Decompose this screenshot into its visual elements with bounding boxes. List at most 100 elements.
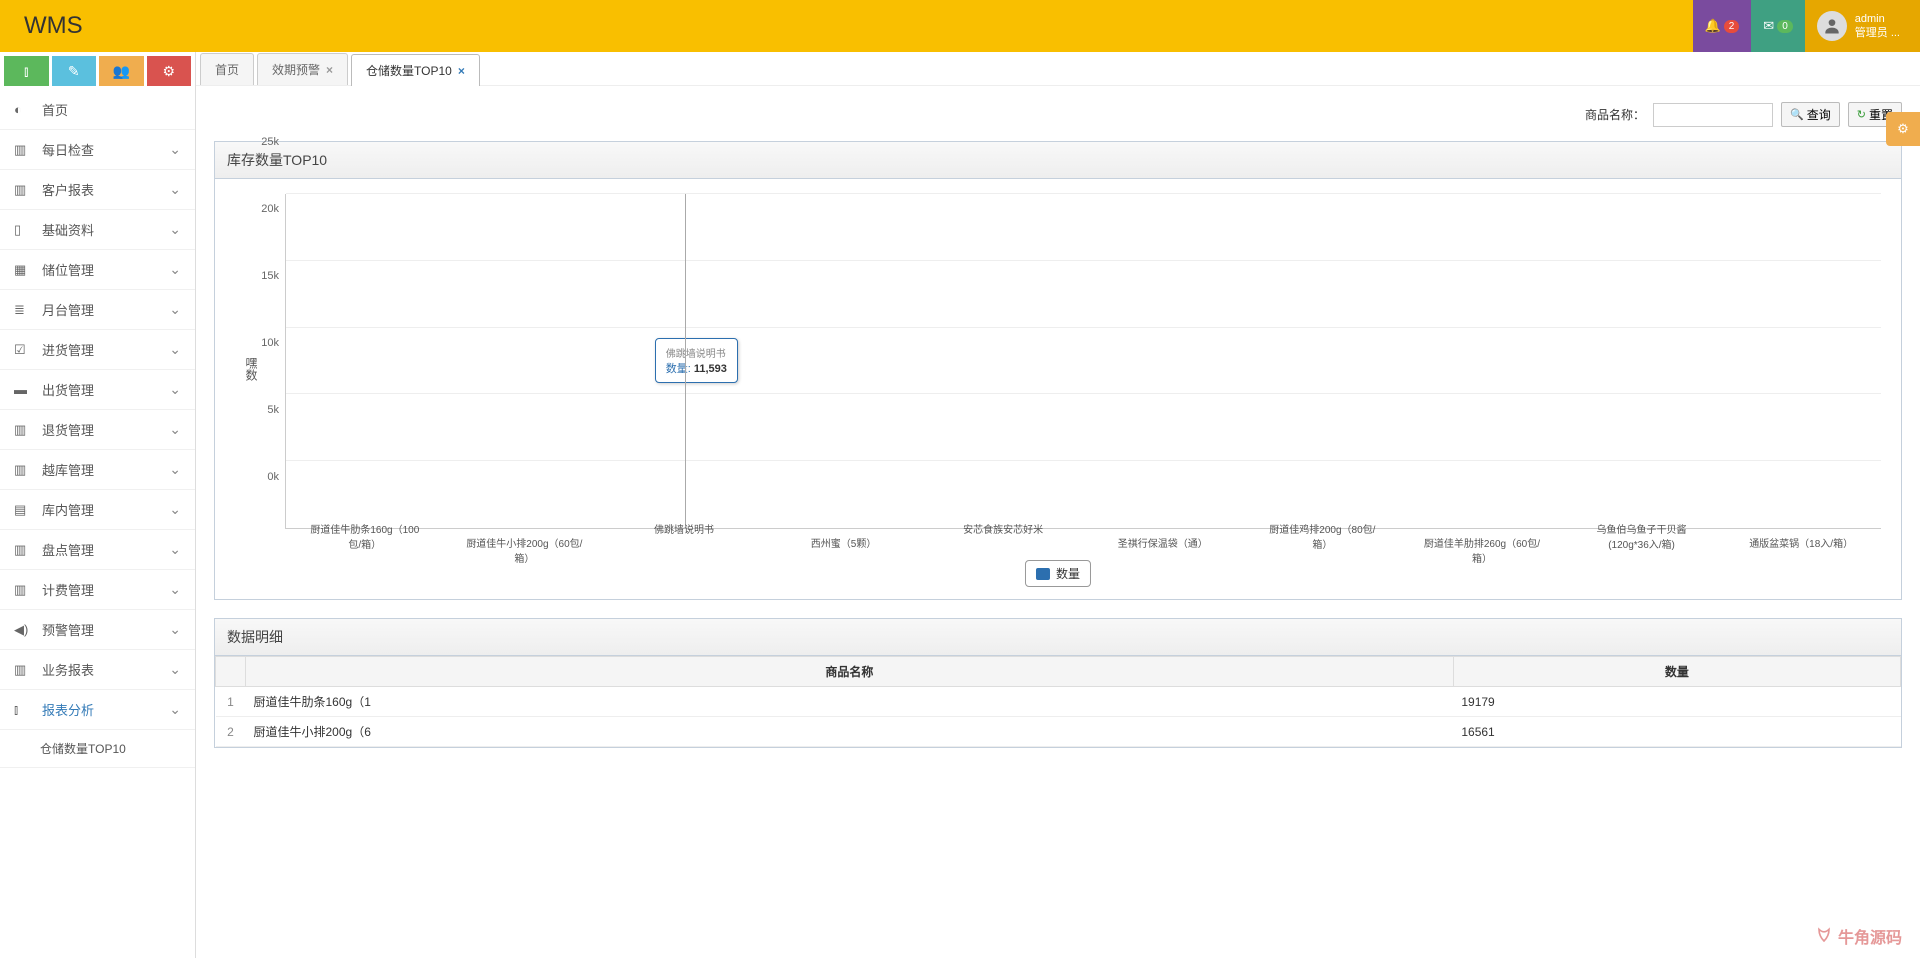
action-stats[interactable]: ⫾ bbox=[4, 56, 49, 86]
col-qty: 数量 bbox=[1453, 657, 1900, 687]
chevron-down-icon: ⌄ bbox=[169, 341, 181, 358]
menu-icon: ▯ bbox=[14, 222, 32, 238]
row-idx: 1 bbox=[216, 687, 246, 717]
settings-float-button[interactable]: ⚙ bbox=[1886, 112, 1920, 146]
header: WMS 🔔 2 ✉ 0 admin 管理员 ... bbox=[0, 0, 1920, 52]
y-tick: 20k bbox=[261, 203, 279, 215]
x-label: 厨道佳牛小排200g（60包/箱） bbox=[464, 533, 584, 567]
x-label: 西州蜜（5颗） bbox=[784, 533, 904, 567]
sidebar-item[interactable]: ▥盘点管理⌄ bbox=[0, 530, 195, 570]
table-row[interactable]: 1厨道佳牛肋条160g（119179 bbox=[216, 687, 1901, 717]
sidebar-item[interactable]: ▬出货管理⌄ bbox=[0, 370, 195, 410]
messages-button[interactable]: ✉ 0 bbox=[1751, 0, 1804, 52]
tab-label: 仓储数量TOP10 bbox=[366, 62, 452, 79]
nav-menu: ◐首页▥每日检查⌄▥客户报表⌄▯基础资料⌄▦储位管理⌄≣月台管理⌄☑进货管理⌄▬… bbox=[0, 90, 195, 768]
tab-label: 首页 bbox=[215, 61, 239, 78]
y-tick: 10k bbox=[261, 337, 279, 349]
menu-icon: ▥ bbox=[14, 662, 32, 678]
sidebar-item[interactable]: ◀)预警管理⌄ bbox=[0, 610, 195, 650]
y-tick: 25k bbox=[261, 136, 279, 148]
sidebar-item[interactable]: ▥计费管理⌄ bbox=[0, 570, 195, 610]
chart-tooltip: 佛跳墙说明书数量: 11,593 bbox=[655, 338, 738, 383]
tab[interactable]: 效期预警 × bbox=[257, 53, 348, 85]
x-label: 乌鱼伯乌鱼子干贝酱(120g*36入/箱) bbox=[1582, 519, 1702, 553]
action-edit[interactable]: ✎ bbox=[52, 56, 97, 86]
menu-icon: ◐ bbox=[14, 102, 32, 117]
tab-label: 效期预警 bbox=[272, 61, 320, 78]
x-label: 通版盆菜锅（18入/箱） bbox=[1741, 533, 1861, 567]
sidebar-item[interactable]: ▥退货管理⌄ bbox=[0, 410, 195, 450]
sidebar-item[interactable]: ◐ 首页 bbox=[0, 90, 195, 130]
sidebar-item[interactable]: ≣月台管理⌄ bbox=[0, 290, 195, 330]
sidebar-item[interactable]: ▦储位管理⌄ bbox=[0, 250, 195, 290]
gear-icon: ⚙ bbox=[1897, 121, 1909, 137]
tab[interactable]: 仓储数量TOP10 × bbox=[351, 54, 480, 86]
notifications-button[interactable]: 🔔 2 bbox=[1693, 0, 1752, 52]
chevron-down-icon: ⌄ bbox=[169, 221, 181, 238]
x-label: 安芯食族安芯好米 bbox=[943, 519, 1063, 553]
chevron-down-icon: ⌄ bbox=[169, 501, 181, 518]
chevron-down-icon: ⌄ bbox=[169, 381, 181, 398]
quick-actions: ⫾ ✎ 👥 ⚙ bbox=[0, 52, 195, 90]
menu-icon: ▥ bbox=[14, 142, 32, 158]
tab[interactable]: 首页 bbox=[200, 53, 254, 85]
sidebar-item[interactable]: ⫾报表分析⌄ bbox=[0, 690, 195, 730]
users-icon: 👥 bbox=[113, 63, 130, 80]
menu-label: 每日检查 bbox=[42, 140, 94, 159]
sidebar: ⫾ ✎ 👥 ⚙ ◐首页▥每日检查⌄▥客户报表⌄▯基础资料⌄▦储位管理⌄≣月台管理… bbox=[0, 52, 196, 958]
mail-icon: ✉ bbox=[1763, 18, 1774, 34]
menu-label: 客户报表 bbox=[42, 180, 94, 199]
close-icon[interactable]: × bbox=[326, 63, 333, 77]
user-menu[interactable]: admin 管理员 ... bbox=[1805, 0, 1920, 52]
bar-chart[interactable]: 0k5k10k15k20k25k嘿数佛跳墙说明书数量: 11,593厨道佳牛肋条… bbox=[225, 189, 1891, 589]
bars-icon: ⫾ bbox=[24, 63, 28, 80]
col-name: 商品名称 bbox=[246, 657, 1454, 687]
sidebar-item[interactable]: ▥越库管理⌄ bbox=[0, 450, 195, 490]
sidebar-item[interactable]: ▤库内管理⌄ bbox=[0, 490, 195, 530]
x-label: 佛跳墙说明书 bbox=[624, 519, 744, 553]
crosshair bbox=[685, 194, 686, 528]
menu-label: 退货管理 bbox=[42, 420, 94, 439]
pencil-icon: ✎ bbox=[68, 63, 80, 80]
table-row[interactable]: 2厨道佳牛小排200g（616561 bbox=[216, 717, 1901, 747]
sidebar-subitem[interactable]: 仓储数量TOP10 bbox=[0, 730, 195, 768]
menu-icon: ▤ bbox=[14, 502, 32, 518]
menu-icon: ▥ bbox=[14, 182, 32, 198]
chevron-down-icon: ⌄ bbox=[169, 461, 181, 478]
user-name: admin bbox=[1855, 12, 1900, 26]
close-icon[interactable]: × bbox=[458, 64, 465, 78]
row-qty: 19179 bbox=[1453, 687, 1900, 717]
product-name-input[interactable] bbox=[1653, 103, 1773, 127]
menu-label: 首页 bbox=[42, 100, 68, 119]
menu-icon: ◀) bbox=[14, 622, 32, 638]
avatar-icon bbox=[1817, 11, 1847, 41]
refresh-icon: ↻ bbox=[1857, 108, 1866, 121]
query-button[interactable]: 🔍查询 bbox=[1781, 102, 1840, 127]
sidebar-item[interactable]: ▯ 基础资料 ⌄ bbox=[0, 210, 195, 250]
x-label: 圣祺行保温袋（通） bbox=[1103, 533, 1223, 567]
menu-label: 基础资料 bbox=[42, 220, 94, 239]
sidebar-item[interactable]: ▥每日检查⌄ bbox=[0, 130, 195, 170]
chart-legend[interactable]: 数量 bbox=[1025, 560, 1091, 587]
search-bar: 商品名称： 🔍查询 ↻重置 bbox=[214, 98, 1902, 141]
row-name: 厨道佳牛肋条160g（1 bbox=[246, 687, 1454, 717]
cogs-icon: ⚙ bbox=[162, 63, 175, 80]
menu-label: 报表分析 bbox=[42, 700, 94, 719]
detail-panel: 数据明细 商品名称 数量 1厨道佳牛肋条160g（1191792厨道佳牛小排20… bbox=[214, 618, 1902, 748]
chevron-down-icon: ⌄ bbox=[169, 301, 181, 318]
detail-panel-title: 数据明细 bbox=[215, 619, 1901, 656]
chevron-down-icon: ⌄ bbox=[169, 661, 181, 678]
menu-label: 月台管理 bbox=[42, 300, 94, 319]
menu-label: 进货管理 bbox=[42, 340, 94, 359]
search-icon: 🔍 bbox=[1790, 108, 1804, 121]
sidebar-item[interactable]: ▥业务报表⌄ bbox=[0, 650, 195, 690]
action-settings[interactable]: ⚙ bbox=[147, 56, 192, 86]
x-label: 厨道佳羊肋排260g（60包/箱） bbox=[1422, 533, 1542, 567]
sidebar-item[interactable]: ☑进货管理⌄ bbox=[0, 330, 195, 370]
action-users[interactable]: 👥 bbox=[99, 56, 144, 86]
sidebar-item[interactable]: ▥客户报表⌄ bbox=[0, 170, 195, 210]
watermark: 牛角源码 bbox=[1814, 924, 1902, 948]
chevron-down-icon: ⌄ bbox=[169, 541, 181, 558]
tab-bar: 首页 效期预警 × 仓储数量TOP10 × bbox=[196, 52, 1920, 86]
content: 商品名称： 🔍查询 ↻重置 库存数量TOP10 0k5k10k15k20k25k… bbox=[196, 85, 1920, 958]
